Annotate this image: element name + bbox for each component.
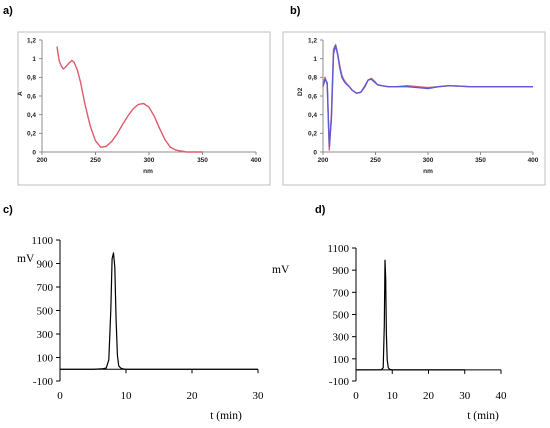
x-tick-label: 400 [251,157,262,164]
y-tick-label: 0,8 [308,75,317,82]
y-tick-label: 100 [333,354,350,366]
x-axis-title: t (min) [467,410,499,422]
y-tick-label: 0,6 [308,93,317,100]
x-tick-label: 250 [370,157,381,164]
y-tick-label: 900 [333,265,350,277]
y-axis-title: mV [272,264,290,276]
y-axis-title: mV [17,253,35,265]
y-tick-label: 0,2 [308,131,317,138]
y-axis-title: D2 [297,87,304,96]
panel-label: b) [290,5,301,17]
x-tick-label: 0 [353,390,359,402]
series-line-2 [322,44,533,148]
x-tick-label: 30 [459,390,471,402]
x-tick-label: 200 [318,157,329,164]
y-tick-label: 700 [333,287,350,299]
panel-label: d) [315,204,326,216]
x-tick-label: 300 [144,157,155,164]
panel-label: a) [3,5,13,17]
y-tick-label: 0,2 [27,131,36,138]
x-tick-label: 30 [253,390,265,402]
chart-frame [282,31,546,186]
series-line-1 [355,259,465,371]
x-tick-label: 0 [57,390,63,402]
x-tick-label: 200 [37,157,48,164]
x-axis-title: nm [143,168,153,175]
y-tick-label: 300 [37,329,54,341]
y-tick-label: 700 [37,282,54,294]
x-tick-label: 250 [90,157,101,164]
y-tick-label: 1,2 [308,37,317,44]
y-tick-label: 1 [313,56,317,63]
series-line-1 [60,252,258,370]
panel-label: c) [3,204,13,216]
y-tick-label: 0 [313,149,317,156]
y-tick-label: 500 [37,306,54,318]
x-axis-title: nm [423,168,433,175]
y-tick-label: 500 [333,310,350,322]
chart-panel-3: c) -100 100 300 500 700 900 1100 0 10 20 30 mV t (min… [3,204,264,422]
y-tick-label: 100 [37,353,54,365]
chart-panel-2: b) 0 0,2 0,4 0,6 0,8 1 1,2 200 250 300 350 400 D2 nm [282,5,546,186]
y-tick-label: 1100 [327,243,349,255]
x-tick-label: 10 [387,390,399,402]
x-tick-label: 20 [423,390,435,402]
chart-panel-4: d) -100 100 300 500 700 900 1100 0 10 20 30 40 mV t (m… [272,204,507,422]
y-tick-label: 1,2 [27,37,36,44]
y-tick-label: 900 [37,259,54,271]
chart-panel-1: a) 0 0,2 0,4 0,6 0,8 1 1,2 200 250 300 350 400 Anm [3,5,271,186]
x-tick-label: 10 [121,390,133,402]
x-tick-label: 350 [197,157,208,164]
x-tick-label: 40 [496,390,508,402]
y-axis-title: A [17,91,24,96]
x-axis-title: t (min) [210,410,242,422]
y-tick-label: 1 [32,56,36,63]
y-tick-label: 0,4 [308,112,317,119]
y-tick-label: -100 [329,376,350,388]
x-tick-label: 350 [475,157,486,164]
x-tick-label: 300 [423,157,434,164]
x-tick-label: 20 [187,390,199,402]
chart-frame [17,31,271,186]
y-tick-label: -100 [33,376,54,388]
y-tick-label: 300 [333,332,350,344]
y-tick-label: 0,4 [27,112,36,119]
y-tick-label: 0,6 [27,93,36,100]
y-tick-label: 1100 [31,235,53,247]
series-line-1 [56,46,203,153]
y-tick-label: 0,8 [27,75,36,82]
y-tick-label: 0 [32,149,36,156]
x-tick-label: 400 [528,157,539,164]
